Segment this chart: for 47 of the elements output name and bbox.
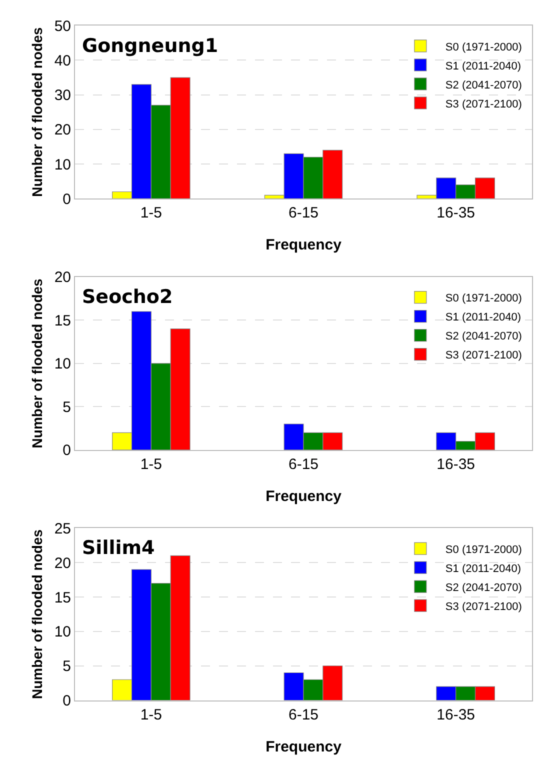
legend-label: S1 (2011-2040)	[445, 60, 522, 72]
y-tick-label: 25	[54, 520, 71, 538]
text: Sillim4	[82, 537, 155, 559]
y-tick-label: 10	[54, 156, 71, 174]
y-tick-label: 5	[62, 658, 71, 676]
x-tick-label: 16-35	[436, 456, 476, 473]
y-tick-label: 5	[62, 398, 71, 416]
x-axis-title: Frequency	[266, 236, 342, 254]
legend-label: S1 (2011-2040)	[445, 562, 522, 575]
y-tick-label: 20	[54, 122, 71, 139]
x-axis-title: Frequency	[266, 488, 342, 505]
legend-label: S3 (2071-2100)	[445, 98, 522, 110]
legend-label: S2 (2041-2070)	[445, 582, 522, 594]
legend-label: S2 (2041-2070)	[445, 79, 522, 92]
y-tick-label: 10	[54, 624, 71, 641]
x-tick-label: 1-5	[140, 456, 162, 473]
y-tick-label: 0	[62, 692, 71, 710]
legend-label: S1 (2011-2040)	[445, 312, 522, 324]
x-tick-label: 6-15	[288, 706, 319, 724]
y-tick-label: 50	[54, 18, 71, 35]
x-tick-label: 6-15	[288, 456, 319, 473]
text: Seocho2	[82, 286, 173, 308]
legend-label: S0 (1971-2000)	[445, 41, 522, 54]
y-tick-label: 30	[54, 87, 71, 104]
y-tick-label: 15	[54, 589, 71, 606]
legend-label: S0 (1971-2000)	[445, 544, 522, 556]
y-axis-title: Number of flooded nodes	[28, 278, 45, 448]
y-tick-label: 10	[54, 356, 71, 373]
x-tick-label: 16-35	[436, 706, 476, 724]
x-tick-label: 16-35	[436, 204, 476, 222]
x-tick-label: 1-5	[140, 204, 162, 222]
legend-label: S0 (1971-2000)	[445, 292, 522, 305]
y-tick-label: 40	[54, 52, 71, 70]
y-tick-label: 20	[54, 269, 71, 286]
y-axis-title: Number of flooded nodes	[28, 27, 45, 197]
x-tick-label: 6-15	[288, 204, 319, 222]
y-axis-title: Number of flooded nodes	[28, 529, 45, 700]
y-tick-label: 0	[62, 442, 71, 460]
legend-label: S3 (2071-2100)	[445, 600, 522, 613]
legend-label: S3 (2071-2100)	[445, 350, 522, 362]
legend-label: S2 (2041-2070)	[445, 330, 522, 343]
y-tick-label: 0	[62, 190, 71, 208]
y-tick-label: 15	[54, 312, 71, 330]
y-tick-label: 20	[54, 554, 71, 572]
x-tick-label: 1-5	[140, 706, 162, 724]
x-axis-title: Frequency	[266, 738, 342, 756]
text: Gongneung1	[82, 35, 218, 57]
